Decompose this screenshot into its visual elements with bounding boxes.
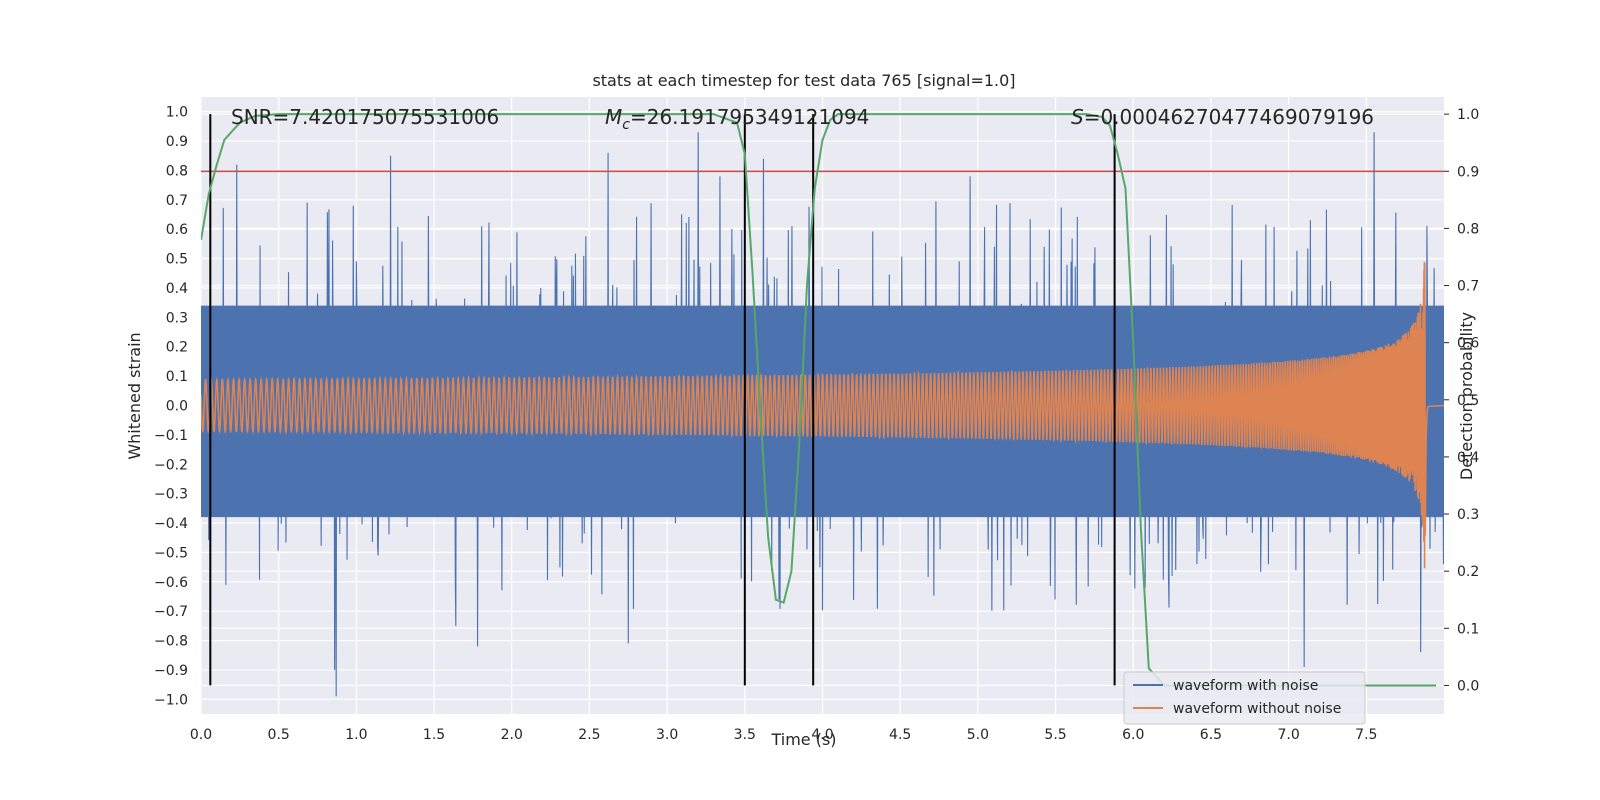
x-tick-label: 6.5	[1200, 727, 1222, 743]
y-left-tick-label: −0.6	[154, 575, 188, 591]
x-tick-labels: 0.0 0.5 1.0 1.5 2.0 2.5 3.0 3.5 4.0 4.5 5.0 5.5 6.0 6…	[190, 727, 1378, 743]
y-left-tick-label: 0.6	[166, 222, 188, 238]
x-tick-label: 2.0	[501, 727, 523, 743]
y-right-tick-label: 0.1	[1457, 621, 1479, 637]
mc-symbol: M	[605, 105, 622, 129]
x-tick-label: 1.5	[423, 727, 445, 743]
legend-box	[1123, 671, 1366, 725]
y-left-tick-label: −1.0	[154, 692, 188, 708]
y-right-tick-label: 1.0	[1457, 107, 1479, 123]
y-left-tick-label: 1.0	[166, 105, 188, 121]
y-left-tick-label: −0.2	[154, 457, 188, 473]
s-annotation: S=0.00046270477469079196	[1071, 105, 1374, 129]
y-left-tick-label: −0.1	[154, 428, 188, 444]
y-right-tick-label: 0.4	[1457, 450, 1479, 466]
x-axis-label: Time (s)	[770, 730, 836, 749]
y-left-tick-label: 0.9	[166, 134, 188, 150]
y-left-tick-label: −0.5	[154, 545, 188, 561]
y-left-tick-label: −0.4	[154, 516, 188, 532]
x-tick-label: 6.0	[1122, 727, 1144, 743]
legend-label-noise: waveform with noise	[1173, 678, 1318, 694]
y-left-tick-label: −0.7	[154, 604, 188, 620]
y-left-tick-label: 0.3	[166, 310, 188, 326]
legend-label-clean: waveform without noise	[1173, 701, 1341, 717]
x-tick-label: 2.5	[578, 727, 600, 743]
y-right-tick-label: 0.2	[1457, 564, 1479, 580]
y-right-tick-label: 0.0	[1457, 678, 1479, 694]
mc-subscript: c	[622, 117, 630, 133]
y-left-tick-label: 0.8	[166, 163, 188, 179]
mc-value: =26.191795349121094	[630, 105, 869, 129]
x-tick-label: 0.0	[190, 727, 212, 743]
y-right-tick-labels: 1.0 0.9 0.8 0.7 0.6 0.5 0.4 0.3 0.2 0.1 0.0	[1444, 107, 1479, 694]
x-tick-label: 5.5	[1044, 727, 1066, 743]
y-left-tick-label: −0.8	[154, 634, 188, 650]
x-tick-label: 7.5	[1355, 727, 1377, 743]
y-left-tick-label: −0.9	[154, 663, 188, 679]
event-markers	[209, 114, 1116, 686]
y-left-tick-label: 0.2	[166, 340, 188, 356]
snr-annotation: SNR=7.420175075531006	[231, 105, 499, 129]
x-tick-label: 3.0	[656, 727, 678, 743]
y-right-tick-label: 0.8	[1457, 221, 1479, 237]
y-left-tick-label: 0.4	[166, 281, 188, 297]
y-right-axis-label: Detection probability	[1457, 312, 1476, 480]
y-right-tick-label: 0.3	[1457, 507, 1479, 523]
y-left-axis-label: Whitened strain	[125, 332, 144, 459]
x-tick-label: 4.5	[889, 727, 911, 743]
series-waveform-without-noise	[201, 261, 1444, 569]
y-right-tick-label: 0.5	[1457, 393, 1479, 409]
y-left-tick-label: 0.7	[166, 193, 188, 209]
x-tick-label: 0.5	[268, 727, 290, 743]
y-right-tick-label: 0.6	[1457, 336, 1479, 352]
y-left-tick-label: −0.3	[154, 487, 188, 503]
x-tick-label: 1.0	[345, 727, 367, 743]
x-tick-label: 4.0	[811, 727, 833, 743]
y-left-tick-label: 0.1	[166, 369, 188, 385]
series-detection-probability	[201, 113, 1437, 687]
x-tick-label: 5.0	[967, 727, 989, 743]
x-tick-label: 7.0	[1277, 727, 1299, 743]
legend: waveform with noise waveform without noi…	[1123, 671, 1366, 725]
s-value: =0.00046270477469079196	[1084, 105, 1374, 129]
y-left-tick-label: 0.0	[166, 399, 188, 415]
y-right-tick-label: 0.7	[1457, 279, 1479, 295]
s-symbol: S	[1071, 105, 1084, 129]
y-right-tick-label: 0.9	[1457, 164, 1479, 180]
y-left-tick-labels: 1.0 0.9 0.8 0.7 0.6 0.5 0.4 0.3 0.2 0.1 0.0 −0.1 −0.…	[154, 105, 188, 709]
y-left-tick-label: 0.5	[166, 252, 188, 268]
x-tick-label: 3.5	[734, 727, 756, 743]
chirp-mass-annotation: Mc=26.191795349121094	[605, 105, 869, 133]
chart-title: stats at each timestep for test data 765…	[592, 71, 1015, 90]
